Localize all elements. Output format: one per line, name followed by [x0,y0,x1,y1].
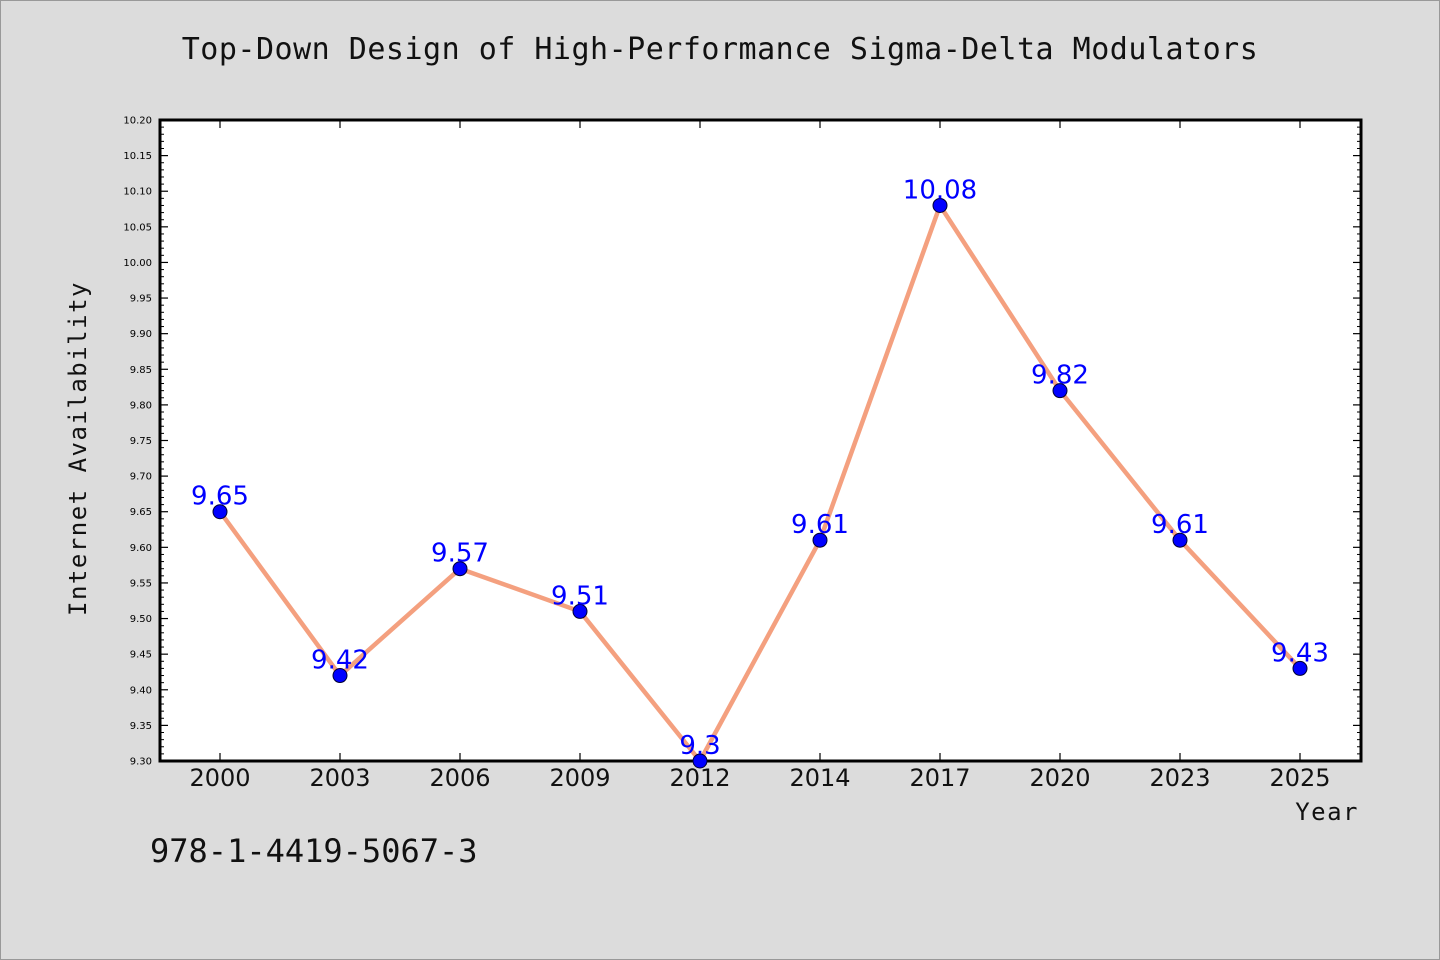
y-tick-label: 9.95 [130,294,152,305]
y-tick-label: 9.80 [130,400,152,411]
y-tick-label: 9.65 [130,507,152,518]
data-label: 9.61 [791,510,849,540]
data-label: 9.61 [1151,510,1209,540]
y-tick-label: 10.00 [123,258,152,269]
data-point [332,668,348,684]
x-tick-label: 2012 [669,764,730,792]
x-tick-label: 2006 [429,764,490,792]
y-tick-label: 9.40 [130,685,152,696]
data-point [932,197,948,213]
x-tick-label: 2025 [1269,764,1330,792]
data-label: 9.3 [679,731,720,761]
isbn-text: 978-1-4419-5067-3 [150,832,478,870]
x-axis-label: Year [1295,798,1359,826]
data-label: 9.65 [191,482,249,512]
y-tick-label: 10.20 [123,116,152,127]
y-tick-label: 9.55 [130,578,152,589]
data-point [212,504,228,520]
y-tick-label: 9.45 [130,650,152,661]
x-tick-label: 2017 [909,764,970,792]
y-tick-label: 9.60 [130,543,152,554]
y-tick-label: 10.15 [123,151,152,162]
data-point [1172,532,1188,548]
data-point [572,603,588,619]
y-tick-label: 9.35 [130,721,152,732]
data-label: 9.82 [1031,361,1089,391]
data-label: 9.51 [551,581,609,611]
y-tick-label: 10.10 [123,187,152,198]
data-point [452,561,468,577]
y-tick-label: 9.85 [130,365,152,376]
data-label: 9.42 [311,646,369,676]
plot-frame [158,118,1363,763]
x-tick-label: 2009 [549,764,610,792]
y-tick-label: 9.75 [130,436,152,447]
y-tick-label: 9.50 [130,614,152,625]
chart-title: Top-Down Design of High-Performance Sigm… [181,32,1259,67]
x-tick-label: 2003 [309,764,370,792]
data-point [1292,660,1308,676]
data-point [1052,383,1068,399]
series-line [217,203,1303,764]
x-tick-label: 2000 [189,764,250,792]
data-label: 9.57 [431,539,489,569]
y-tick-label: 10.05 [123,222,152,233]
data-point [692,753,708,769]
data-label: 9.43 [1271,638,1329,668]
y-tick-label: 9.90 [130,329,152,340]
y-axis-label: Internet Availability [64,281,92,616]
y-tick-label: 9.30 [130,757,152,768]
x-tick-label: 2023 [1149,764,1210,792]
y-tick-label: 9.70 [130,472,152,483]
data-label: 10.08 [903,175,977,205]
data-point [812,532,828,548]
x-tick-label: 2020 [1029,764,1090,792]
x-tick-label: 2014 [789,764,850,792]
